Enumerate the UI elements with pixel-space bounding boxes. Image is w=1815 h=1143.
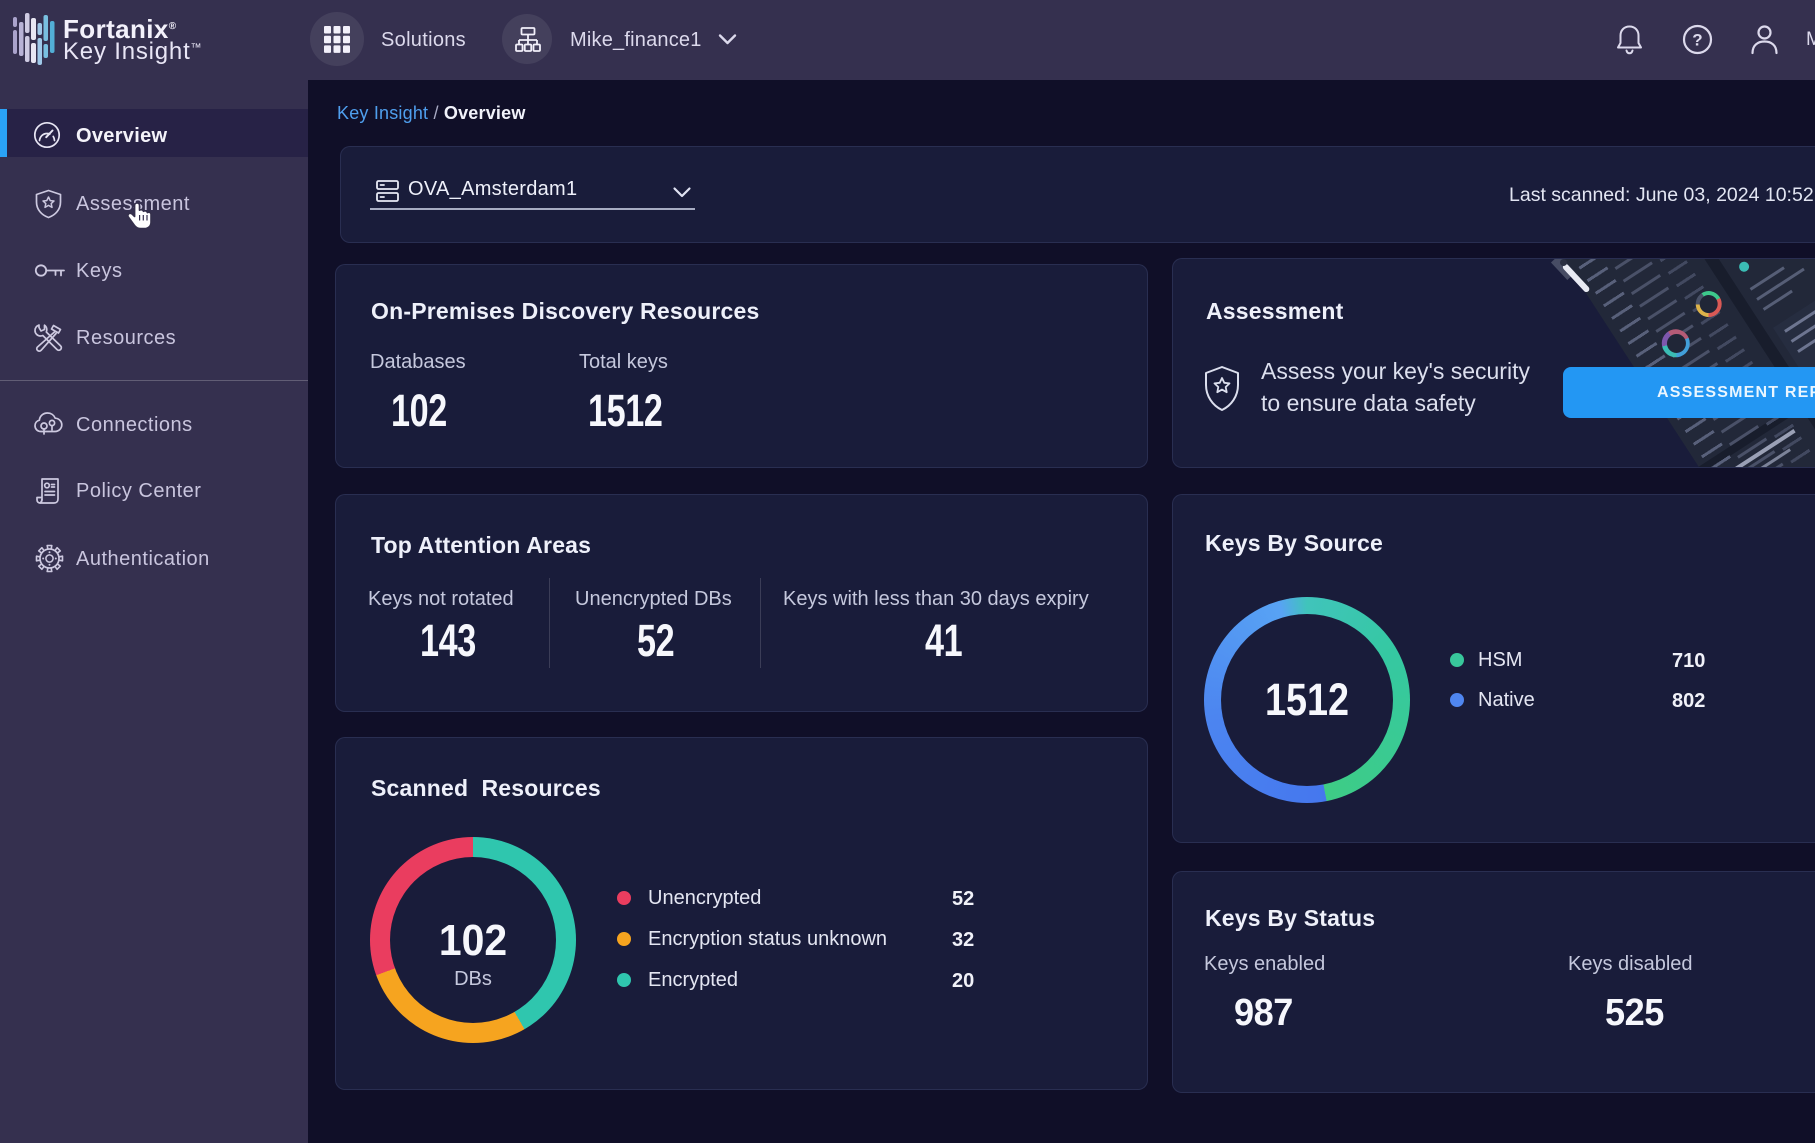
svg-text:?: ? xyxy=(1692,31,1702,50)
